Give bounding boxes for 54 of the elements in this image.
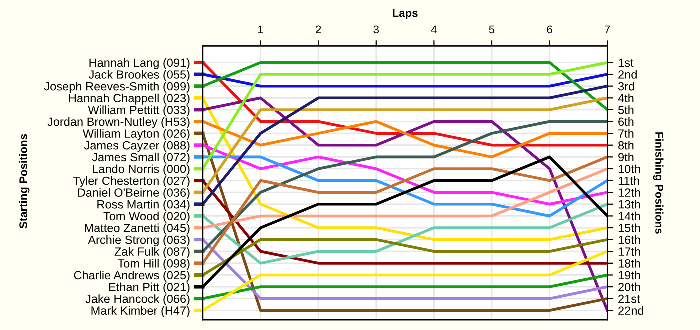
y-tick-label: 16th — [618, 236, 640, 244]
y-tick-label: 15th — [618, 224, 640, 232]
legend-label: Mark Kimber (H47) — [92, 306, 190, 318]
y-tick-label: 17th — [618, 247, 640, 256]
x-axis-title: Laps — [393, 9, 418, 20]
legend-label: Tom Hill (098) — [118, 259, 190, 270]
y-tick-label: 5th — [618, 106, 634, 114]
x-tick-label: 4 — [431, 26, 437, 34]
legend-label: Charlie Andrews (025) — [74, 270, 190, 282]
y-tick-label: 11th — [618, 176, 640, 186]
legend-label: William Pettitt (033) — [88, 106, 190, 117]
y-tick-label: 13th — [618, 200, 640, 209]
legend-label: Jake Hancock (066) — [86, 294, 190, 306]
y-tick-label: 9th — [618, 152, 634, 162]
y-tick-label: 6th — [618, 117, 634, 126]
x-tick-label: 1 — [258, 26, 264, 34]
y-tick-label: 12th — [618, 188, 640, 197]
legend-label: Ethan Pitt (021) — [109, 282, 190, 294]
legend-label: James Small (072) — [92, 152, 190, 164]
y-tick-label: 18th — [618, 259, 640, 268]
legend-label: Hannah Chappell (023) — [69, 94, 190, 105]
legend-label: James Cayzer (088) — [84, 141, 190, 152]
legend-label: Zak Fulk (087) — [114, 247, 190, 258]
y-tick-label: 3rd — [618, 82, 634, 91]
legend-label: Jordan Brown-Nutley (H53) — [48, 117, 190, 128]
text: Starting Positions — [19, 134, 30, 229]
x-tick-label: 6 — [547, 26, 552, 34]
legend-label: Daniel O'Beirne (036) — [78, 188, 190, 200]
legend-label: Lando Norris (000) — [93, 164, 190, 176]
y-tick-label: 14th — [618, 212, 640, 221]
legend-label: William Layton (026) — [82, 129, 190, 140]
legend-label: Matteo Zanetti (045) — [85, 224, 190, 235]
legend-label: Ross Martin (034) — [98, 200, 190, 212]
y-tick-label: 4th — [618, 94, 634, 103]
y-tick-label: 1st — [618, 58, 634, 68]
x-tick-label: 3 — [374, 26, 379, 34]
y-tick-label: 2nd — [618, 70, 637, 79]
y2-axis-title: Finishing Positions — [653, 132, 664, 234]
legend-label: Tyler Chesterton (027) — [73, 176, 190, 188]
y-tick-label: 7th — [618, 129, 634, 138]
legend-label: Tom Wood (020) — [104, 212, 190, 223]
x-tick-label: 2 — [316, 26, 322, 34]
y-tick-label: 20th — [618, 282, 640, 292]
x-tick-label: 5 — [489, 26, 495, 34]
legend-label: Archie Strong (063) — [88, 236, 190, 247]
x-tick-label: 7 — [605, 26, 610, 34]
legend-label: Joseph Reeves-Smith (099) — [44, 82, 190, 94]
y-tick-label: 19th — [618, 270, 640, 280]
y-tick-label: 10th — [618, 164, 640, 174]
y-tick-label: 8th — [618, 141, 634, 150]
legend-label: Jack Brookes (055) — [88, 70, 190, 82]
legend-label: Hannah Lang (091) — [90, 58, 190, 70]
y-tick-label: 21st — [618, 294, 640, 304]
y-tick-label: 22nd — [618, 306, 644, 316]
